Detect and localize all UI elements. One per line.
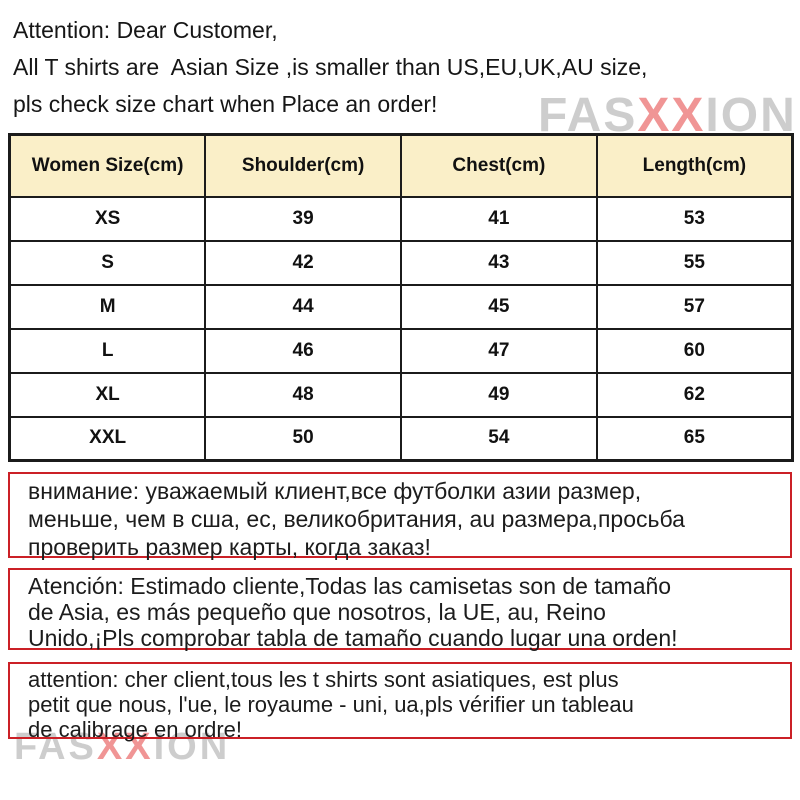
brand-watermark-prefix: FAS <box>538 89 638 142</box>
shoulder-value: 46 <box>204 327 402 374</box>
brand-watermark-middle: XX <box>96 726 154 768</box>
table-row-s: S 42 43 55 <box>8 239 794 286</box>
attention-note: Attention: Dear Customer, All T shirts a… <box>13 17 648 117</box>
table-row-xxl: XXL 50 54 65 <box>8 415 794 462</box>
shoulder-value: 44 <box>204 283 402 330</box>
chest-value: 41 <box>400 195 598 242</box>
length-value: 65 <box>595 415 794 462</box>
table-row-xl: XL 48 49 62 <box>8 371 794 418</box>
chest-value: 54 <box>400 415 598 462</box>
table-row-m: M 44 45 57 <box>8 283 794 330</box>
size-label: XL <box>8 371 207 418</box>
column-header-length: Length(cm) <box>595 133 794 198</box>
brand-watermark-suffix: ION <box>153 726 231 768</box>
brand-watermark-suffix: ION <box>705 89 797 142</box>
notice-box-russian: внимание: уважаемый клиент,все футболки … <box>8 472 792 560</box>
size-chart-body: XS 39 41 53 S 42 43 55 M 44 45 57 L 46 4… <box>8 195 794 462</box>
size-chart-table: Women Size(cm) Shoulder(cm) Chest(cm) Le… <box>8 133 794 462</box>
brand-watermark-bottom: FASXXION <box>14 726 230 769</box>
length-value: 55 <box>595 239 794 286</box>
size-label: M <box>8 283 207 330</box>
notice-box-french: attention: cher client,tous les t shirts… <box>8 662 792 742</box>
shoulder-value: 42 <box>204 239 402 286</box>
column-header-size: Women Size(cm) <box>8 133 207 198</box>
shoulder-value: 48 <box>204 371 402 418</box>
length-value: 62 <box>595 371 794 418</box>
chest-value: 47 <box>400 327 598 374</box>
chest-value: 49 <box>400 371 598 418</box>
length-value: 57 <box>595 283 794 330</box>
length-value: 60 <box>595 327 794 374</box>
column-header-chest: Chest(cm) <box>400 133 598 198</box>
brand-watermark-prefix: FAS <box>14 726 97 768</box>
size-label: L <box>8 327 207 374</box>
length-value: 53 <box>595 195 794 242</box>
size-chart-header: Women Size(cm) Shoulder(cm) Chest(cm) Le… <box>8 133 794 198</box>
table-row-xs: XS 39 41 53 <box>8 195 794 242</box>
notice-box-spanish: Atención: Estimado cliente,Todas las cam… <box>8 568 792 651</box>
size-label: XS <box>8 195 207 242</box>
brand-watermark-middle: XX <box>637 89 706 142</box>
size-label: S <box>8 239 207 286</box>
shoulder-value: 39 <box>204 195 402 242</box>
table-row-l: L 46 47 60 <box>8 327 794 374</box>
size-label: XXL <box>8 415 207 462</box>
column-header-shoulder: Shoulder(cm) <box>204 133 402 198</box>
brand-watermark-top: FASXXION <box>538 88 797 143</box>
chest-value: 43 <box>400 239 598 286</box>
table-header-row: Women Size(cm) Shoulder(cm) Chest(cm) Le… <box>8 133 794 198</box>
chest-value: 45 <box>400 283 598 330</box>
shoulder-value: 50 <box>204 415 402 462</box>
